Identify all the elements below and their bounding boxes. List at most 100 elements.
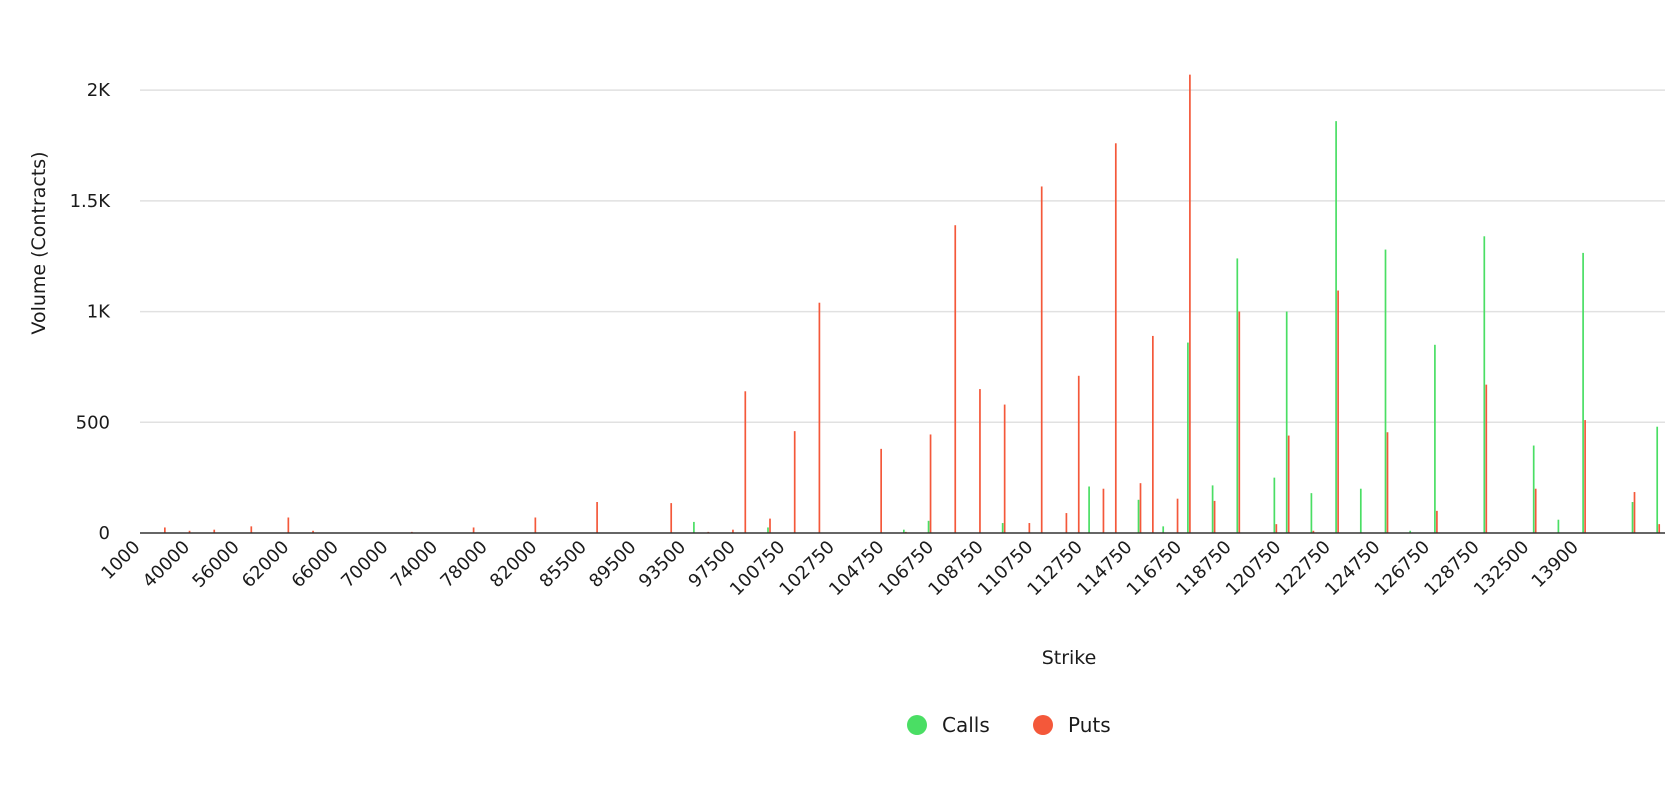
bar-puts[interactable]: [670, 503, 673, 533]
bar-calls[interactable]: [1483, 236, 1486, 534]
bar-puts[interactable]: [188, 530, 191, 533]
bar-puts[interactable]: [929, 434, 932, 533]
legend-marker: [907, 715, 927, 735]
bar-puts[interactable]: [1102, 488, 1105, 533]
legend-label: Calls: [942, 713, 990, 737]
bar-puts[interactable]: [1176, 498, 1179, 533]
bar-puts[interactable]: [1238, 311, 1241, 533]
x-tick-label: 82000: [486, 537, 541, 592]
x-tick-label: 132500: [1470, 537, 1533, 600]
legend-label: Puts: [1068, 713, 1111, 737]
bar-puts[interactable]: [1077, 375, 1080, 533]
bar-puts[interactable]: [213, 529, 216, 533]
bar-puts[interactable]: [1065, 513, 1068, 533]
bar-puts[interactable]: [1485, 384, 1488, 533]
bar-calls[interactable]: [1631, 502, 1634, 533]
x-tick-label: 40000: [139, 537, 194, 592]
bar-puts[interactable]: [1152, 335, 1154, 533]
bar-calls[interactable]: [1582, 252, 1584, 533]
bar-puts[interactable]: [880, 448, 882, 533]
bar-puts[interactable]: [1189, 74, 1191, 534]
x-axis-ticks: 1000400005600062000660007000074000780008…: [97, 537, 1583, 600]
bar-calls[interactable]: [1211, 485, 1214, 533]
bar-calls[interactable]: [693, 521, 695, 533]
y-axis-title: Volume (Contracts): [28, 151, 50, 334]
bar-puts[interactable]: [250, 526, 253, 533]
bar-puts[interactable]: [1139, 483, 1142, 533]
bar-puts[interactable]: [1213, 500, 1216, 533]
bar-calls[interactable]: [1557, 519, 1560, 533]
x-tick-label: 85500: [536, 537, 591, 592]
bar-calls[interactable]: [1656, 426, 1659, 533]
legend-item-calls[interactable]: Calls: [907, 713, 990, 737]
bar-calls[interactable]: [1359, 488, 1362, 533]
x-axis-title: Strike: [1042, 647, 1097, 669]
bar-calls[interactable]: [1409, 530, 1412, 533]
bar-puts[interactable]: [287, 517, 290, 534]
series-calls: [162, 121, 1659, 534]
bar-calls[interactable]: [1137, 499, 1140, 533]
bar-calls[interactable]: [903, 529, 905, 533]
bar-calls[interactable]: [1001, 523, 1004, 533]
bar-puts[interactable]: [769, 518, 771, 533]
bar-puts[interactable]: [1275, 524, 1278, 533]
bar-puts[interactable]: [1658, 524, 1661, 533]
bar-calls[interactable]: [1236, 258, 1239, 533]
bar-calls[interactable]: [1273, 477, 1276, 533]
bar-puts[interactable]: [472, 527, 475, 533]
bar-calls[interactable]: [1532, 445, 1535, 533]
series-puts: [164, 74, 1661, 534]
x-tick-label: 62000: [238, 537, 293, 592]
y-tick-label: 0: [99, 523, 110, 544]
bar-puts[interactable]: [1633, 492, 1636, 533]
bar-puts[interactable]: [534, 517, 537, 534]
bar-calls[interactable]: [1285, 311, 1288, 533]
y-tick-label: 2K: [87, 80, 111, 101]
y-axis-ticks: 0 500 1K 1.5K 2K: [70, 80, 112, 544]
bar-puts[interactable]: [1534, 488, 1537, 533]
bar-puts[interactable]: [979, 389, 981, 533]
bar-puts[interactable]: [312, 530, 314, 533]
bar-puts[interactable]: [1312, 530, 1315, 533]
bar-puts[interactable]: [164, 527, 166, 533]
y-tick-label: 500: [76, 412, 110, 433]
bar-puts[interactable]: [1287, 435, 1290, 533]
bar-puts[interactable]: [744, 391, 747, 533]
bar-puts[interactable]: [1040, 186, 1043, 533]
legend: Calls Puts: [907, 713, 1111, 737]
bar-puts[interactable]: [1114, 143, 1117, 534]
bar-puts[interactable]: [1584, 420, 1586, 533]
bar-puts[interactable]: [1028, 523, 1031, 533]
bars: [162, 74, 1661, 534]
bar-puts[interactable]: [732, 529, 734, 533]
bar-puts[interactable]: [1337, 290, 1339, 533]
y-tick-label: 1.5K: [70, 191, 112, 212]
x-tick-label: 66000: [288, 537, 343, 592]
bar-calls[interactable]: [1162, 526, 1165, 533]
x-tick-label: 74000: [387, 537, 442, 592]
bar-calls[interactable]: [1335, 121, 1337, 534]
bar-puts[interactable]: [1003, 404, 1006, 533]
x-tick-label: 56000: [188, 537, 243, 592]
x-tick-label: 13900: [1528, 537, 1583, 592]
bar-calls[interactable]: [1384, 249, 1387, 534]
x-tick-label: 78000: [436, 537, 491, 592]
bar-calls[interactable]: [1434, 344, 1436, 533]
bar-calls[interactable]: [767, 527, 769, 533]
x-tick-label: 93500: [635, 537, 690, 592]
bar-puts[interactable]: [596, 502, 598, 533]
bar-calls[interactable]: [927, 520, 930, 533]
bar-puts[interactable]: [1436, 510, 1438, 533]
x-tick-label: 89500: [585, 537, 640, 592]
bar-puts[interactable]: [1386, 432, 1389, 533]
bar-puts[interactable]: [793, 431, 796, 533]
legend-item-puts[interactable]: Puts: [1033, 713, 1111, 737]
bar-calls[interactable]: [1088, 486, 1090, 534]
x-tick-label: 70000: [337, 537, 392, 592]
bar-puts[interactable]: [954, 225, 957, 533]
bar-calls[interactable]: [1187, 342, 1189, 533]
bar-calls[interactable]: [1310, 493, 1313, 533]
bar-puts[interactable]: [818, 302, 821, 533]
